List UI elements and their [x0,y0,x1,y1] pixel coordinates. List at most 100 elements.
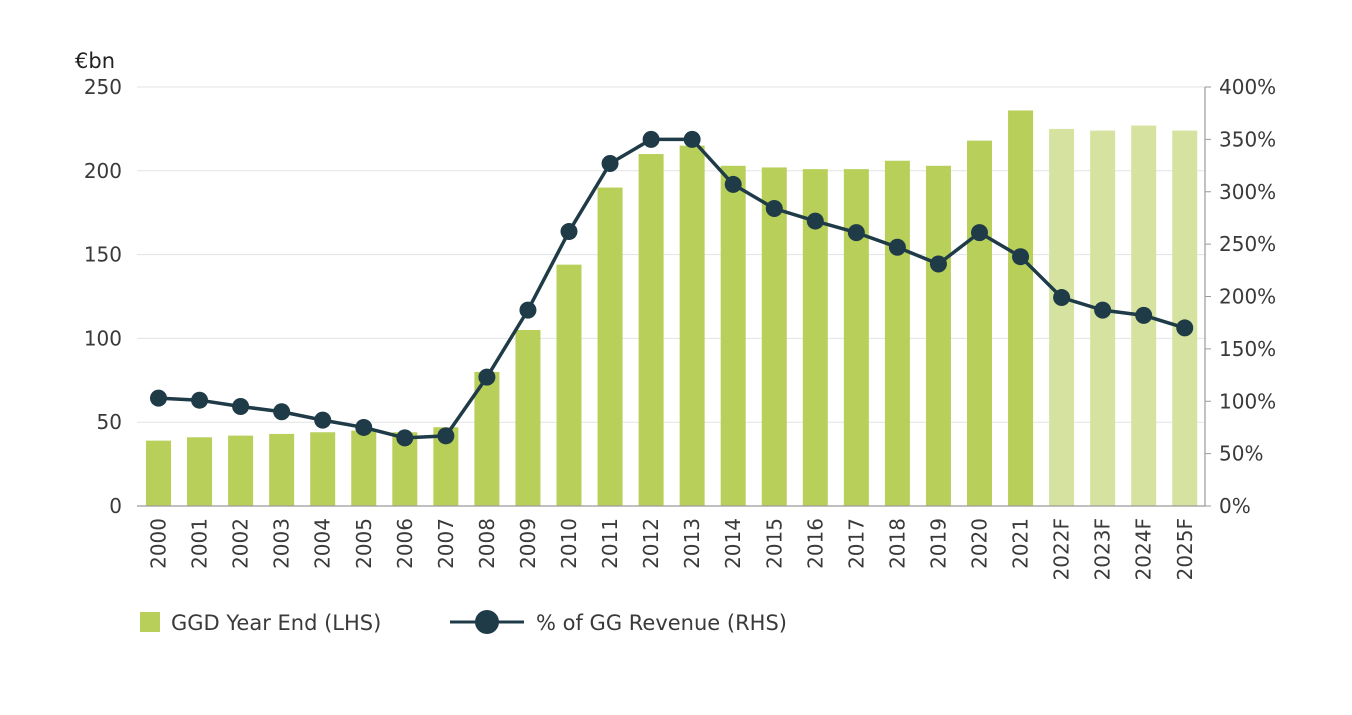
legend-bar-swatch [140,612,160,632]
line-point [1053,289,1071,307]
y-axis-tick-label: 100 [84,326,122,350]
x-axis-tick-label: 2009 [516,518,540,569]
bar [884,160,910,506]
y-axis-tick-label: 150 [84,243,122,267]
line-point [355,418,373,436]
y2-axis-tick-label: 0% [1219,494,1251,518]
x-axis-tick-label: 2010 [557,518,581,569]
x-axis-tick-label: 2020 [968,518,992,569]
y-axis-tick-label: 250 [84,75,122,99]
y2-axis-tick-label: 350% [1219,127,1276,151]
bar [228,435,254,506]
y2-axis-tick-label: 100% [1219,389,1276,413]
line-point [929,255,947,273]
line-point [396,429,414,447]
line-point [437,427,455,445]
legend-line-label: % of GG Revenue (RHS) [536,611,787,635]
x-axis-tick-label: 2016 [803,518,827,569]
y2-axis-tick-label: 50% [1219,442,1263,466]
y2-axis-tick-label: 400% [1219,75,1276,99]
line-point [971,224,988,242]
x-axis-tick-label: 2008 [475,518,499,569]
bar [1049,128,1075,506]
x-axis-tick-label: 2014 [721,518,745,569]
bar [597,187,623,506]
x-axis-tick-label: 2005 [352,518,376,569]
x-axis-tick-label: 2024F [1132,518,1156,580]
bar [556,264,582,506]
line-series [150,130,1194,447]
y2-axis-tick-label: 250% [1219,232,1276,256]
bar [1172,130,1198,507]
line-point [601,154,619,172]
bar [146,440,171,506]
bar [1008,110,1034,507]
line-point [478,368,496,386]
x-axis-tick-label: 2025F [1173,518,1197,580]
line-point [1012,248,1030,266]
x-axis-tick-label: 2022F [1050,518,1074,580]
x-axis-tick-label: 2000 [147,518,171,569]
legend-bar-label: GGD Year End (LHS) [171,611,381,635]
line-point [560,223,578,241]
bar [967,140,992,506]
line-point [1176,319,1194,337]
x-axis-tick-label: 2018 [885,518,909,569]
x-axis-tick-label: 2003 [270,518,294,569]
line-point [1135,306,1153,324]
x-axis-tick-label: 2006 [393,518,417,569]
line-point [191,391,209,409]
x-axis-tick-label: 2012 [639,518,663,569]
bar-series [146,110,1198,507]
bar [187,437,213,506]
line-point [1094,301,1112,319]
line-point [847,224,865,242]
y2-axis-tick-label: 300% [1219,180,1276,204]
line-point [683,130,701,148]
line-point [150,389,167,407]
x-axis-tick-label: 2021 [1009,518,1033,569]
tick-labels: 0 50 100 150 200 250 0% 50% 100% 150% 200% 250% 300%… [84,75,1276,580]
line-point [765,200,783,218]
legend-line-marker [475,610,499,634]
line-point [888,238,906,256]
legend: GGD Year End (LHS) % of GG Revenue (RHS) [140,610,787,635]
bar [679,145,705,506]
x-axis-tick-label: 2023F [1091,518,1115,580]
bar [310,432,336,506]
bar [474,371,500,506]
y-axis-tick-label: 200 [84,159,122,183]
x-axis-tick-label: 2013 [680,518,704,569]
y-axis-tick-label: 0 [109,494,122,518]
axes [137,86,1211,507]
line-point [724,175,742,193]
bar [638,154,664,507]
bar [269,433,295,506]
line-point [519,301,537,319]
line-point [232,397,250,415]
x-axis-tick-label: 2002 [229,518,253,569]
x-axis-tick-label: 2019 [926,518,950,569]
x-axis-tick-label: 2007 [434,518,458,569]
x-axis-tick-label: 2011 [598,518,622,569]
y-axis-tick-label: 50 [97,410,122,434]
x-axis-tick-label: 2001 [188,518,212,569]
line-point [273,403,291,421]
line-point [642,130,660,148]
y2-axis-tick-label: 200% [1219,285,1276,309]
line-point [806,212,824,230]
bar [925,165,951,506]
bar [720,165,746,506]
bar [843,169,869,506]
bar [761,167,787,506]
bar [515,330,541,506]
y-axis-unit-label: €bn [75,49,115,73]
y2-axis-tick-label: 150% [1219,337,1276,361]
line-point [314,411,332,429]
x-axis-tick-label: 2004 [311,518,335,569]
bar [351,430,377,506]
x-axis-tick-label: 2015 [762,518,786,569]
grid-lines [137,86,1205,423]
